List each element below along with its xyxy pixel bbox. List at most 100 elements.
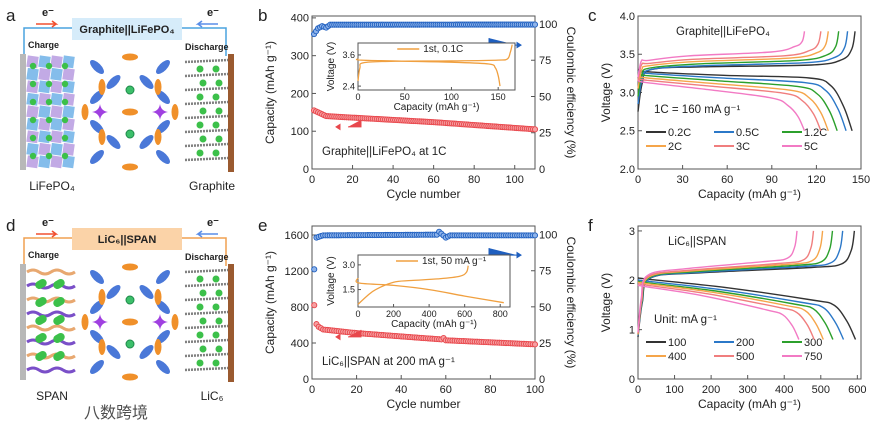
- x-tick-label: 20: [346, 174, 358, 186]
- y-tick-label: 1200: [285, 266, 309, 278]
- x-tick-label: 800: [493, 309, 508, 319]
- y-axis-label: Capacity (mAh g⁻¹): [263, 251, 277, 354]
- annotation-2: Unit: mA g⁻¹: [654, 314, 717, 326]
- graphene-layer: [184, 338, 229, 344]
- cell-title: Graphite||LiFePO₄: [79, 24, 174, 36]
- anode-label: LiC₆: [201, 389, 224, 403]
- lithium-ion: [61, 134, 69, 142]
- x-axis-label: Cycle number: [386, 397, 460, 411]
- y2-axis-label: Coulombic efficiency (%): [564, 27, 578, 159]
- plot-frame: [637, 15, 862, 170]
- star-icon: [92, 104, 108, 120]
- polymer-chain: [26, 282, 76, 290]
- solvent-molecule: [156, 360, 170, 374]
- electrolyte: [81, 53, 179, 171]
- lithium-ion: [215, 345, 223, 353]
- anion-molecule: [154, 289, 162, 305]
- y2-tick-label: 0: [539, 374, 545, 386]
- lithium-ion: [45, 152, 53, 160]
- sulfur-lithium: [35, 333, 47, 343]
- y2-tick-label: 25: [539, 338, 551, 350]
- lithium-ion: [196, 331, 204, 339]
- schematic-a: Graphite||LiFePO₄ e⁻ e⁻ Charge Discharge LiFe…: [20, 7, 235, 193]
- current-collector: [20, 54, 26, 170]
- curve-1.2C-charge: [637, 31, 840, 97]
- electron-arrow-right-icon: [36, 20, 59, 28]
- lithium-ion: [199, 79, 207, 87]
- x-tick-label: 500: [812, 384, 830, 396]
- legend-label: 300: [804, 337, 822, 349]
- inset-discharge-curve: [355, 277, 504, 304]
- anion-molecule: [171, 314, 179, 330]
- lithium-ion: [61, 62, 69, 70]
- graphene-layer: [184, 352, 229, 358]
- y-tick-label: 2: [629, 275, 635, 287]
- lithium-ion: [45, 80, 53, 88]
- electron-label-left: e⁻: [42, 7, 54, 19]
- lithium-ion: [199, 345, 207, 353]
- polyhedron: [50, 155, 63, 169]
- arrow-left-icon: [335, 329, 362, 341]
- annotation: LiC₆||SPAN at 200 mA g⁻¹: [322, 356, 455, 368]
- x-tick-label: 300: [738, 384, 756, 396]
- solvent-molecule: [106, 345, 121, 359]
- charge-label: Charge: [28, 250, 59, 260]
- lithium-ion: [196, 359, 204, 367]
- sulfur-lithium: [53, 279, 65, 289]
- graphene-layer: [184, 268, 229, 274]
- polymer-chain: [26, 310, 76, 318]
- anion-molecule: [98, 129, 106, 145]
- anion-molecule: [122, 263, 138, 271]
- electron-arrow-left-icon: [195, 20, 218, 28]
- lithium-ion: [215, 317, 223, 325]
- graphene-layer: [184, 114, 229, 120]
- solvent-molecule: [106, 135, 121, 149]
- electron-label-right: e⁻: [207, 217, 219, 229]
- graphene-layer: [184, 58, 229, 64]
- star-icon: [152, 104, 168, 120]
- y-tick-label: 800: [291, 302, 309, 314]
- polyhedron: [50, 117, 63, 131]
- legend-label: 500: [736, 351, 754, 363]
- plot-frame: [637, 225, 862, 380]
- capacity-point: [531, 341, 539, 348]
- polyhedron: [50, 80, 63, 94]
- x-tick-label: 600: [457, 309, 472, 319]
- panel-f: 0 100 200 300 400 500 600 0 1 2 3 Capacity (mAh g⁻¹…: [599, 225, 867, 411]
- title-box: [72, 18, 182, 40]
- polyhedron: [50, 105, 63, 119]
- sulfur-lithium: [53, 315, 65, 325]
- lithium-ion: [196, 303, 204, 311]
- lithium-ion: [29, 116, 37, 124]
- x-tick-label: 30: [676, 174, 688, 186]
- lithium-ion: [196, 93, 204, 101]
- curve-500-discharge: [637, 283, 815, 340]
- lithium-ion: [29, 134, 37, 142]
- y-tick-label: 1.5: [342, 285, 355, 295]
- cathode-structure: [26, 268, 76, 374]
- y-tick-label: 1: [629, 324, 635, 336]
- lithium-ion: [199, 317, 207, 325]
- lithium-ion: [61, 80, 69, 88]
- x-tick-label: 80: [468, 174, 480, 186]
- legend-label: 750: [804, 351, 822, 363]
- y2-tick-label: 25: [539, 128, 551, 140]
- x-tick-label: 150: [852, 174, 870, 186]
- graphene-layer: [184, 282, 229, 288]
- polyhedron: [62, 105, 75, 119]
- polyhedron: [50, 92, 63, 106]
- plot-frame: [357, 254, 511, 308]
- lithium-ion: [125, 339, 135, 349]
- schematic-d: LiC₆||SPAN e⁻ e⁻ Charge Discharge SPAN LiC₆: [20, 217, 234, 403]
- lithium-ion: [125, 295, 135, 305]
- sulfur-lithium: [35, 297, 47, 307]
- lithium-ion: [61, 116, 69, 124]
- lithium-ion: [45, 116, 53, 124]
- y2-axis-label: Coulombic efficiency (%): [564, 237, 578, 369]
- lithium-ion: [215, 79, 223, 87]
- polyhedron: [38, 67, 51, 81]
- lithium-ion: [199, 107, 207, 115]
- panel-label-e: e: [258, 216, 267, 235]
- lithium-ion: [196, 121, 204, 129]
- electron-arrow-left-icon: [195, 230, 218, 238]
